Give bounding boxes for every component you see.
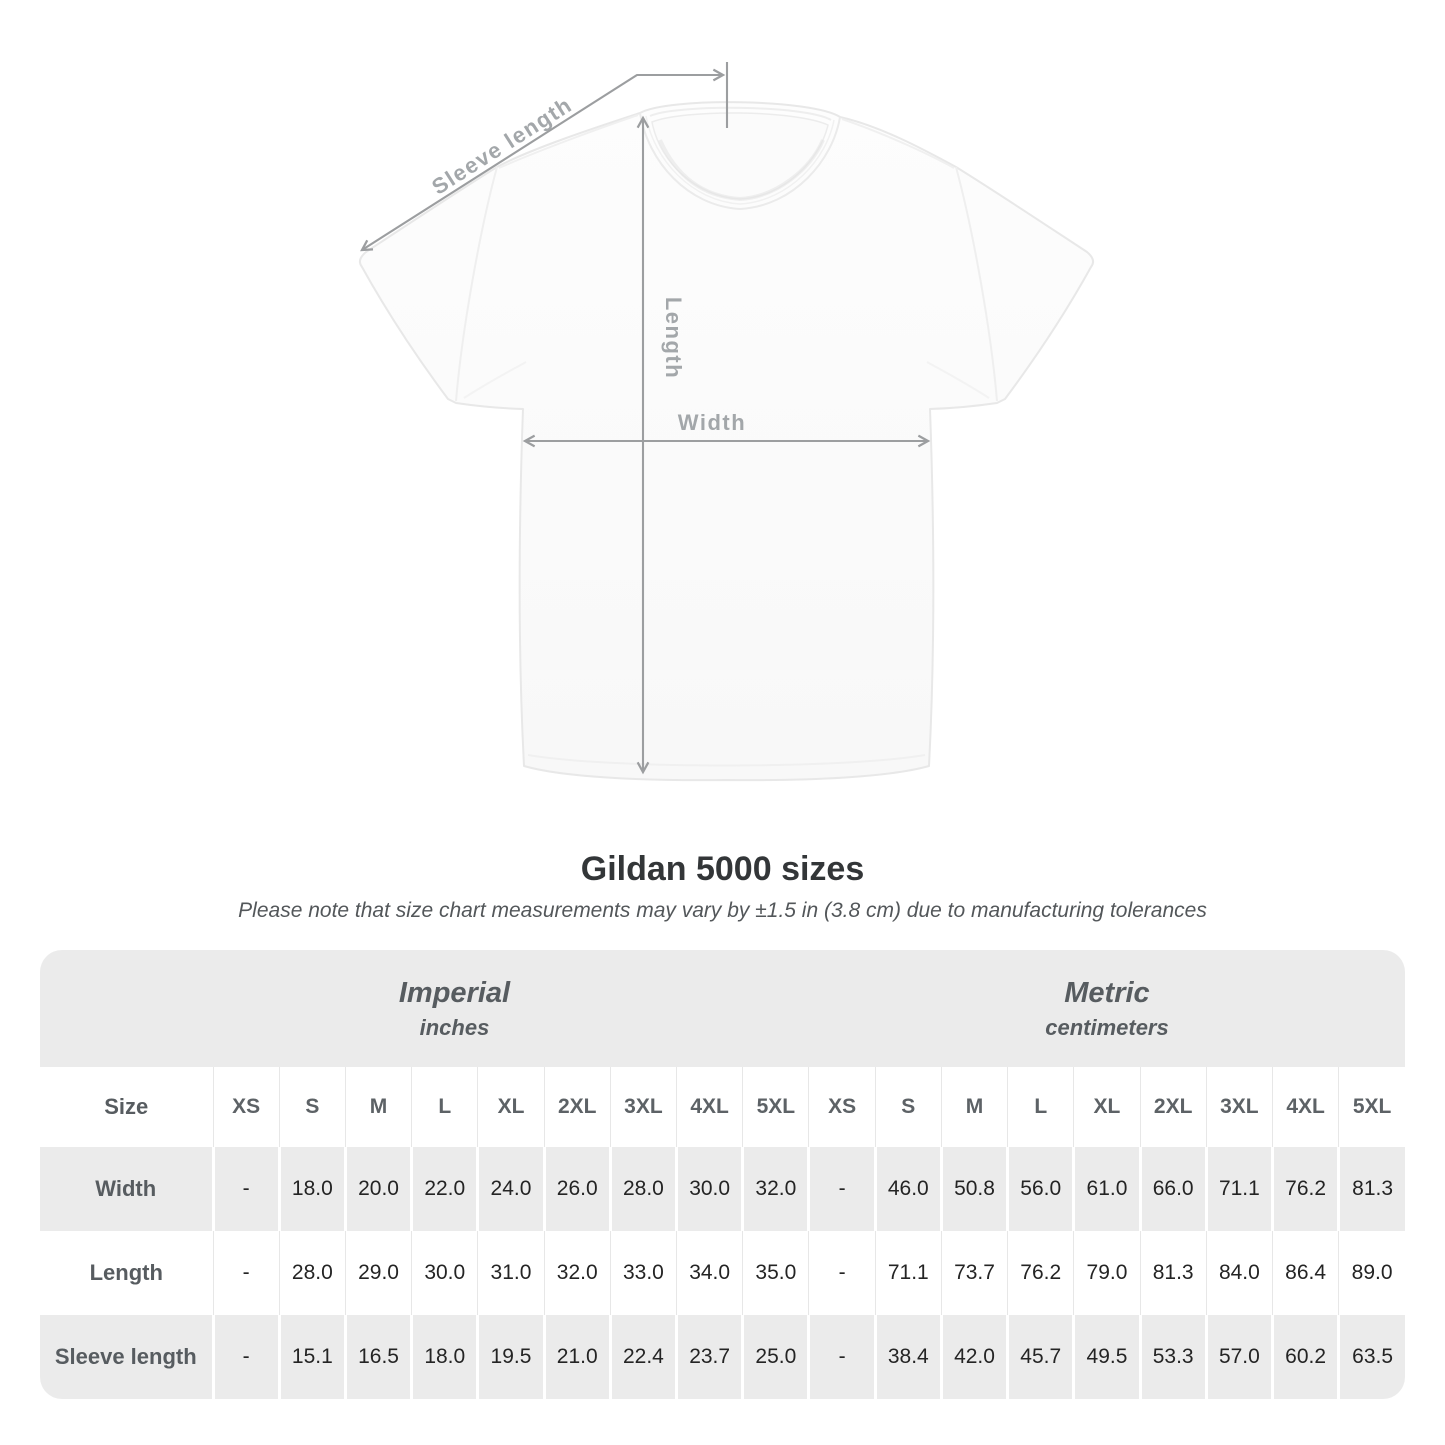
metric-group-header: Metric centimeters (808, 950, 1405, 1067)
measurement-row-label: Sleeve length (40, 1315, 213, 1399)
measurement-value-cell: - (211, 1315, 280, 1399)
tshirt-diagram-svg: Sleeve length Length Width (358, 62, 1095, 782)
size-header-row: Size XS S M L XL 2XL 3XL 4XL 5XL XS S M L XL 2XL 3XL 4XL… (40, 1067, 1405, 1147)
measurement-value-cell: 81.3 (1139, 1231, 1207, 1315)
size-column-header-metric-s: S (874, 1067, 942, 1147)
measurement-value-cell: 21.0 (542, 1315, 611, 1399)
measurement-value-cell: 22.4 (608, 1315, 677, 1399)
measurement-value-cell: 76.2 (1270, 1147, 1339, 1231)
measurement-value-cell: 23.7 (675, 1315, 743, 1399)
measurement-value-cell: 24.0 (476, 1147, 545, 1231)
size-column-header-metric-xl: XL (1073, 1067, 1141, 1147)
imperial-group-title: Imperial (398, 977, 511, 1009)
measurement-value-cell: 71.1 (874, 1231, 942, 1315)
size-header-label: Size (40, 1067, 213, 1147)
measurement-value-cell: 28.0 (608, 1147, 677, 1231)
size-column-header-imperial-xs: XS (212, 1067, 280, 1147)
measurement-value-cell: 26.0 (542, 1147, 611, 1231)
size-column-header-metric-m: M (940, 1067, 1008, 1147)
measurement-value-cell: 28.0 (278, 1231, 346, 1315)
measurement-value-cell: - (807, 1147, 876, 1231)
measurement-value-cell: 79.0 (1073, 1231, 1141, 1315)
measurement-row-label: Length (40, 1231, 213, 1315)
measurement-value-cell: 66.0 (1138, 1147, 1207, 1231)
measurement-value-cell: 60.2 (1270, 1315, 1339, 1399)
measurement-value-cell: 49.5 (1072, 1315, 1141, 1399)
measurement-value-cell: 32.0 (741, 1147, 809, 1231)
size-column-header-metric-xs: XS (808, 1067, 876, 1147)
size-column-header-imperial-5xl: 5XL (742, 1067, 809, 1147)
imperial-group-header: Imperial inches (40, 950, 809, 1067)
measurement-value-cell: 32.0 (543, 1231, 611, 1315)
measurement-row: Sleeve length -15.1 16.5 18.0 19.5 21.0 22.4 23… (40, 1315, 1405, 1399)
measurement-value-cell: 35.0 (742, 1231, 809, 1315)
measurement-value-cell: 89.0 (1338, 1231, 1405, 1315)
measurement-value-cell: 22.0 (410, 1147, 478, 1231)
imperial-group-unit: inches (419, 1015, 490, 1040)
measurement-value-cell: - (212, 1231, 280, 1315)
measurement-value-cell: 73.7 (940, 1231, 1008, 1315)
measurement-value-cell: 61.0 (1072, 1147, 1141, 1231)
size-column-header-metric-3xl: 3XL (1205, 1067, 1273, 1147)
measurement-value-cell: 46.0 (873, 1147, 942, 1231)
measurement-value-cell: 19.5 (476, 1315, 545, 1399)
unit-group-header-row: Imperial inches Metric centimeters (40, 950, 1405, 1067)
metric-group-title: Metric (1064, 977, 1150, 1009)
measurement-value-cell: 15.1 (277, 1315, 346, 1399)
measurement-value-cell: 57.0 (1204, 1315, 1273, 1399)
measurement-value-cell: 45.7 (1006, 1315, 1074, 1399)
measurement-value-cell: 18.0 (277, 1147, 346, 1231)
page-title: Gildan 5000 sizes (580, 850, 865, 888)
measurement-value-cell: 84.0 (1205, 1231, 1273, 1315)
measurement-value-cell: 34.0 (676, 1231, 743, 1315)
size-column-header-imperial-xl: XL (477, 1067, 545, 1147)
size-column-header-imperial-2xl: 2XL (543, 1067, 611, 1147)
size-column-header-imperial-m: M (344, 1067, 412, 1147)
size-table-container: Imperial inches Metric centimeters Size … (40, 950, 1405, 1399)
size-column-header-metric-5xl: 5XL (1338, 1067, 1405, 1147)
measurement-value-cell: 20.0 (343, 1147, 412, 1231)
measurement-value-cell: 42.0 (939, 1315, 1008, 1399)
size-column-header-imperial-4xl: 4XL (676, 1067, 743, 1147)
measurement-value-cell: 53.3 (1138, 1315, 1207, 1399)
size-table: Imperial inches Metric centimeters Size … (40, 950, 1405, 1399)
size-column-header-metric-l: L (1007, 1067, 1074, 1147)
measurement-value-cell: 63.5 (1337, 1315, 1405, 1399)
size-column-header-metric-4xl: 4XL (1271, 1067, 1339, 1147)
measurement-value-cell: 25.0 (741, 1315, 809, 1399)
size-column-header-metric-2xl: 2XL (1139, 1067, 1207, 1147)
size-column-header-imperial-3xl: 3XL (609, 1067, 677, 1147)
measurement-value-cell: 18.0 (410, 1315, 478, 1399)
measurement-row: Width -18.0 20.0 22.0 24.0 26.0 28.0 30.0 32.0-4… (40, 1147, 1405, 1231)
measurement-value-cell: 86.4 (1271, 1231, 1339, 1315)
measurement-value-cell: - (808, 1231, 876, 1315)
size-column-header-imperial-l: L (411, 1067, 478, 1147)
measurement-row: Length -28.0 29.0 30.0 31.0 32.0 33.0 34.0 35.0-… (40, 1231, 1405, 1315)
measurement-value-cell: 76.2 (1007, 1231, 1074, 1315)
length-label: Length (661, 297, 686, 379)
measurement-value-cell: 30.0 (411, 1231, 478, 1315)
measurement-row-label: Width (40, 1147, 213, 1231)
measurement-value-cell: 81.3 (1337, 1147, 1405, 1231)
size-table-body: Width -18.0 20.0 22.0 24.0 26.0 28.0 30.0 32.0-4… (40, 1147, 1405, 1399)
measurement-value-cell: 71.1 (1204, 1147, 1273, 1231)
measurement-value-cell: 50.8 (939, 1147, 1008, 1231)
page-subtitle: Please note that size chart measurements… (238, 899, 1207, 922)
measurement-value-cell: 29.0 (344, 1231, 412, 1315)
tshirt-measurement-diagram: Sleeve length Length Width (358, 62, 1095, 782)
measurement-value-cell: - (807, 1315, 876, 1399)
measurement-value-cell: 56.0 (1006, 1147, 1074, 1231)
sleeve-length-arrow (360, 68, 726, 252)
width-label: Width (678, 410, 746, 435)
size-column-header-imperial-s: S (278, 1067, 346, 1147)
measurement-value-cell: 33.0 (609, 1231, 677, 1315)
measurement-value-cell: 30.0 (675, 1147, 743, 1231)
measurement-value-cell: - (211, 1147, 280, 1231)
metric-group-unit: centimeters (1045, 1015, 1169, 1040)
measurement-value-cell: 38.4 (873, 1315, 942, 1399)
measurement-value-cell: 31.0 (477, 1231, 545, 1315)
measurement-annotations (360, 62, 931, 775)
measurement-value-cell: 16.5 (343, 1315, 412, 1399)
